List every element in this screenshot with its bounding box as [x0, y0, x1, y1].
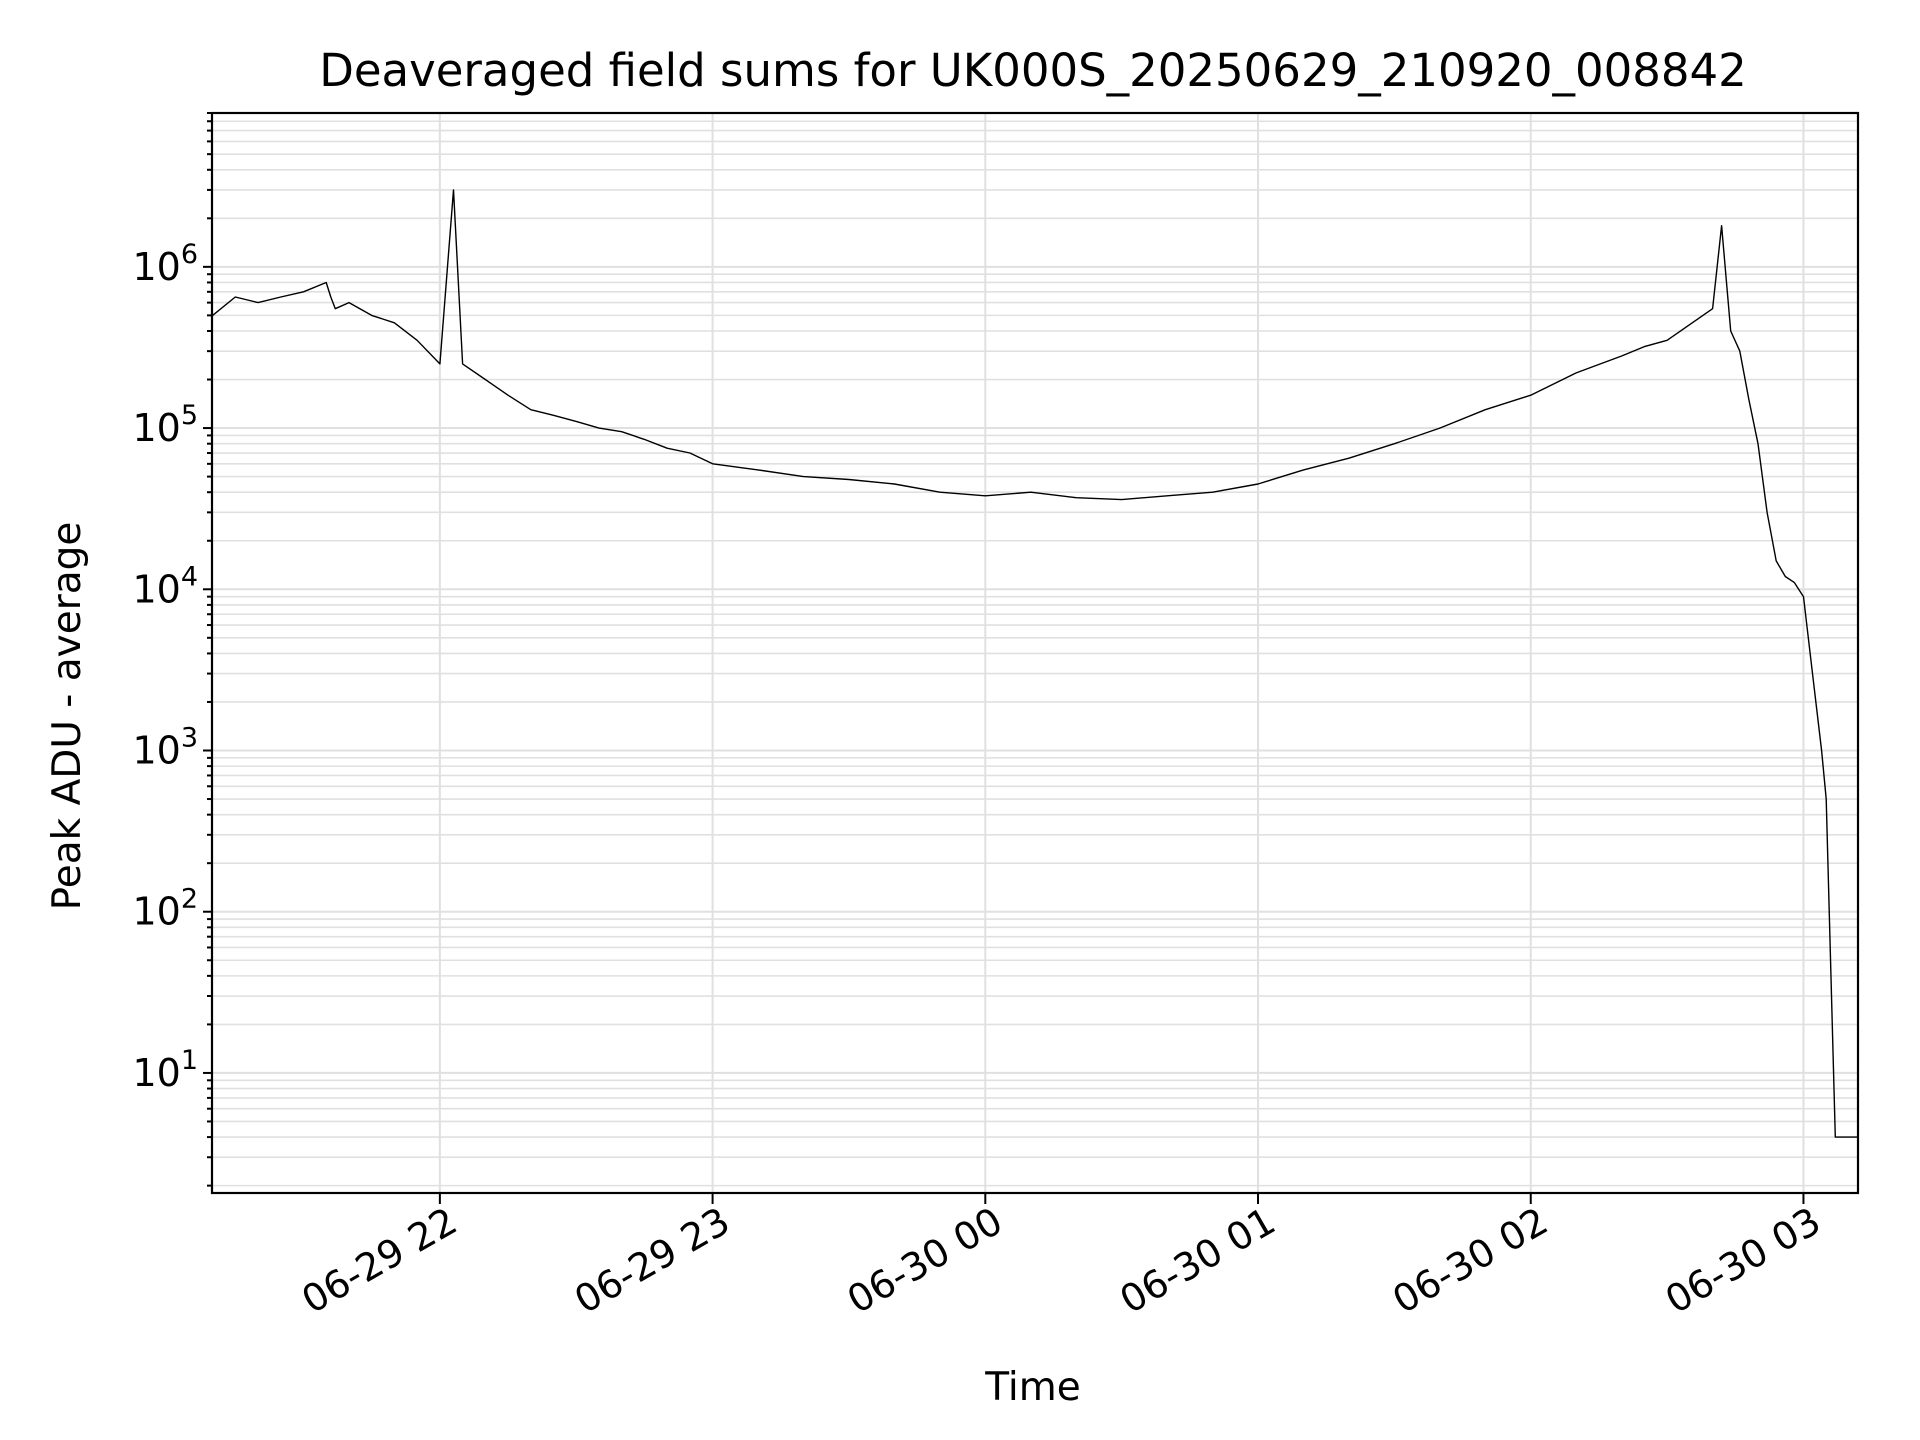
series-line-0	[212, 189, 1858, 1138]
grid	[212, 112, 1858, 1193]
x-axis-label: Time	[984, 1365, 1080, 1410]
y-tick-label: 104	[132, 561, 198, 611]
y-tick-label: 101	[132, 1045, 198, 1095]
data-layer	[212, 189, 1858, 1138]
y-tick-label: 102	[132, 884, 198, 934]
chart-title: Deaveraged field sums for UK000S_2025062…	[319, 44, 1747, 97]
y-tick-label: 103	[132, 722, 198, 772]
y-axis-label: Peak ADU - average	[45, 522, 90, 911]
y-tick-label: 105	[132, 400, 198, 450]
y-tick-label: 106	[132, 239, 198, 289]
